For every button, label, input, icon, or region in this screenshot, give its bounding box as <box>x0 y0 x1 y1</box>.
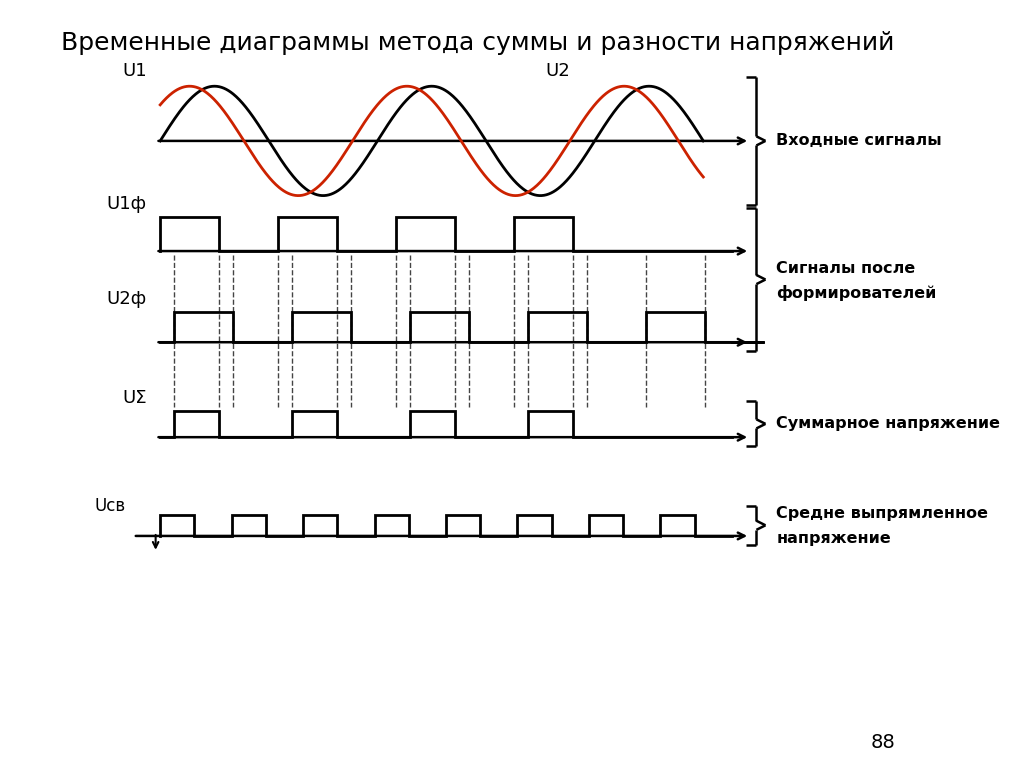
Text: Временные диаграммы метода суммы и разности напряжений: Временные диаграммы метода суммы и разно… <box>61 31 895 55</box>
Text: U2ф: U2ф <box>106 290 146 308</box>
Text: UΣ: UΣ <box>122 389 146 407</box>
Text: Средне выпрямленное: Средне выпрямленное <box>776 506 988 521</box>
Text: напряжение: напряжение <box>776 531 891 547</box>
Text: 88: 88 <box>870 733 895 753</box>
Text: Входные сигналы: Входные сигналы <box>776 134 942 148</box>
Text: Ucв: Ucв <box>94 497 126 515</box>
Text: U1: U1 <box>122 62 146 80</box>
Text: Суммарное напряжение: Суммарное напряжение <box>776 416 1000 432</box>
Text: формирователей: формирователей <box>776 285 937 301</box>
Text: U2: U2 <box>546 62 570 80</box>
Text: U1ф: U1ф <box>106 195 146 213</box>
Text: Сигналы после: Сигналы после <box>776 260 915 276</box>
